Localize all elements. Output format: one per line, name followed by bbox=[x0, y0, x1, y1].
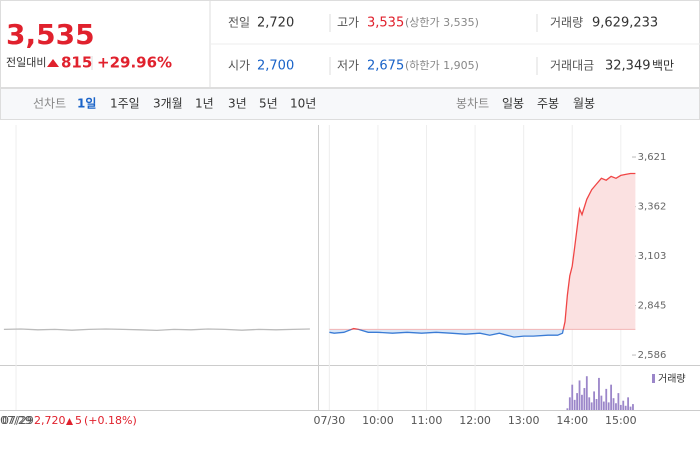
footer-pct: (+0.18%) bbox=[84, 414, 137, 427]
volume-bar bbox=[605, 388, 608, 410]
volume-bar bbox=[588, 397, 591, 410]
volume-bar bbox=[568, 397, 571, 410]
y-tick-label: 3,362 bbox=[638, 202, 667, 213]
tab[interactable]: 1년 bbox=[195, 97, 214, 111]
tab[interactable]: 주봉 bbox=[537, 97, 559, 111]
legend-label: 거래량 bbox=[658, 373, 686, 385]
volume-bar bbox=[619, 404, 622, 410]
volume-bar bbox=[593, 391, 596, 410]
y-tick-label: 2,586 bbox=[638, 350, 667, 361]
stat-value: 2,720 bbox=[257, 16, 294, 31]
x-tick-label: 11:00 bbox=[411, 414, 443, 427]
stat-label: 거래대금 bbox=[550, 59, 594, 73]
tab[interactable]: 1주일 bbox=[110, 97, 140, 111]
volume-bar bbox=[602, 401, 605, 410]
change: 815 bbox=[61, 54, 92, 72]
volume-bar bbox=[600, 395, 603, 410]
stat-label: 저가 bbox=[337, 59, 359, 73]
tab[interactable]: 3년 bbox=[228, 97, 247, 111]
stat-label: 고가 bbox=[337, 16, 359, 30]
tab-group-label: 봉차트 bbox=[456, 97, 489, 111]
stat-label: 전일 bbox=[228, 16, 250, 30]
footer-price: 2,720 bbox=[34, 414, 66, 427]
y-tick-label: 2,845 bbox=[638, 300, 667, 311]
price-line bbox=[329, 172, 636, 338]
stat-value: 2,700 bbox=[257, 59, 294, 74]
volume-bar bbox=[624, 405, 627, 410]
tab[interactable]: 5년 bbox=[259, 97, 278, 111]
stat-note: (상한가 3,535) bbox=[405, 16, 479, 29]
price-area bbox=[329, 173, 636, 338]
volume-bar bbox=[573, 399, 576, 410]
volume-bar bbox=[595, 399, 598, 410]
plot: 07/29 07/30 10:00 11:00 12:00 13:00 14:00 15:00… bbox=[0, 125, 666, 427]
volume-bar bbox=[581, 394, 583, 410]
x-tick-label: 12:00 bbox=[459, 414, 491, 427]
up-arrow bbox=[66, 418, 73, 425]
footer-date: 07/29 bbox=[2, 414, 34, 427]
stat-value: 32,349 bbox=[605, 59, 651, 74]
stat-label: 거래량 bbox=[550, 16, 583, 30]
stat-note: (하한가 1,905) bbox=[405, 58, 479, 72]
tab-group-label: 선차트 bbox=[33, 97, 66, 111]
y-tick-label: 3,621 bbox=[638, 152, 667, 163]
volume-bar bbox=[615, 403, 617, 410]
x-tick-label: 10:00 bbox=[362, 414, 394, 427]
tab[interactable]: 일봉 bbox=[502, 97, 524, 111]
price-line bbox=[3, 328, 310, 332]
y-tick-label: 3,103 bbox=[638, 251, 667, 262]
volume-bar bbox=[590, 402, 593, 410]
tab[interactable]: 월봉 bbox=[573, 97, 595, 111]
stat-value: 9,629,233 bbox=[592, 16, 658, 31]
tab[interactable]: 1일 bbox=[77, 97, 96, 111]
stat-value: 3,535 bbox=[367, 16, 404, 31]
volume-bar bbox=[571, 384, 574, 410]
volume-bar bbox=[576, 393, 578, 410]
x-tick-label: 15:00 bbox=[605, 414, 637, 427]
x-tick-label: 14:00 bbox=[556, 414, 588, 427]
volume-bar bbox=[566, 408, 569, 410]
volume-bar bbox=[632, 404, 634, 410]
legend-swatch bbox=[652, 374, 655, 383]
volume-bar bbox=[585, 376, 588, 410]
stat-label: 시가 bbox=[228, 59, 250, 73]
stat-value: 2,675 bbox=[367, 59, 404, 74]
volume-bar bbox=[578, 380, 581, 410]
tab[interactable]: 3개월 bbox=[153, 97, 183, 111]
tab-bar bbox=[0, 88, 700, 120]
stat-unit: 백만 bbox=[652, 59, 674, 73]
footer-change: 5 bbox=[75, 414, 82, 427]
volume-bar bbox=[598, 377, 600, 410]
x-tick-label: 07/29 bbox=[0, 414, 32, 427]
x-tick-label: 13:00 bbox=[508, 414, 540, 427]
volume-bar bbox=[607, 402, 610, 410]
volume-bar bbox=[612, 398, 615, 410]
price: 3,535 bbox=[6, 18, 95, 51]
volume-bar bbox=[622, 400, 625, 410]
volume-bar bbox=[627, 397, 630, 410]
volume-bar bbox=[583, 388, 586, 410]
change-pct: +29.96% bbox=[97, 54, 172, 72]
up-arrow bbox=[47, 59, 59, 67]
volume-bar bbox=[629, 406, 632, 410]
volume-bar bbox=[617, 393, 620, 410]
x-tick-label: 07/30 bbox=[314, 414, 346, 427]
change-label: 전일대비 bbox=[6, 55, 46, 69]
volume-bar bbox=[610, 384, 613, 410]
tab[interactable]: 10년 bbox=[290, 97, 316, 111]
